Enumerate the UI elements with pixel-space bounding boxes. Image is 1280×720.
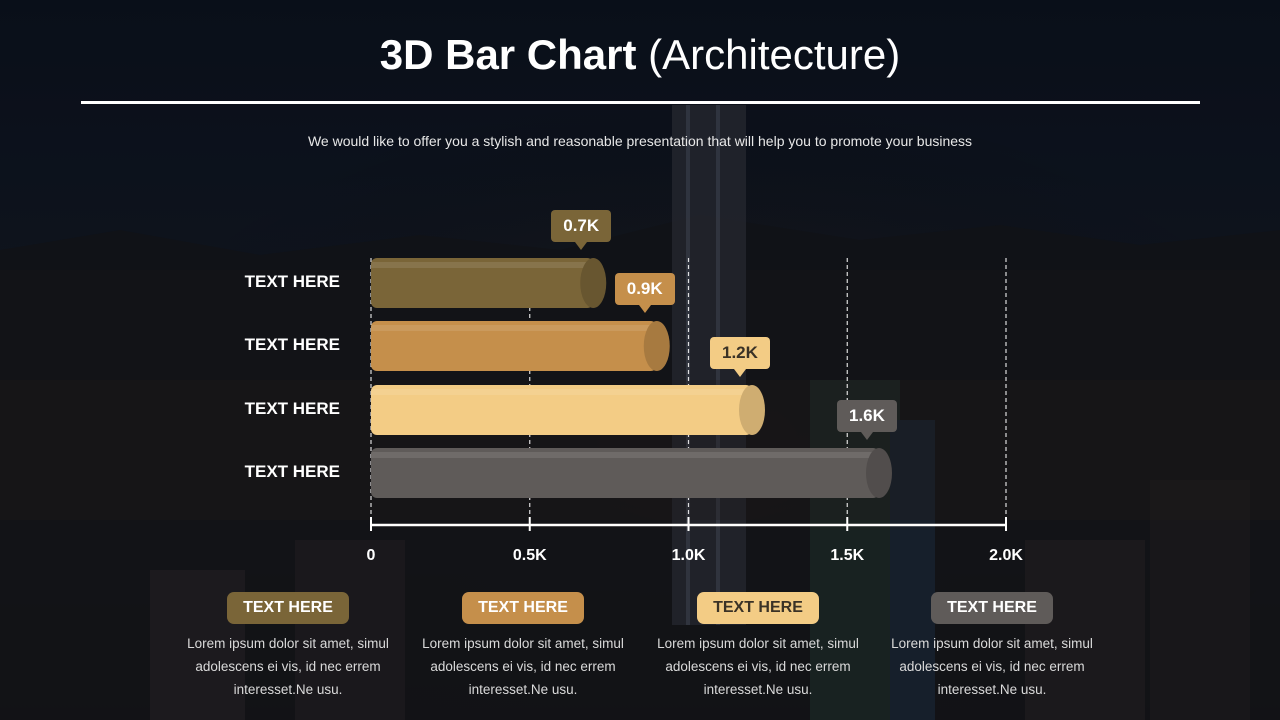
title-light: (Architecture) [648, 31, 901, 78]
x-tick-label-1: 0.5K [512, 547, 547, 564]
card-label-2: TEXT HERE [462, 592, 584, 624]
title-bold: 3D Bar Chart [379, 31, 637, 78]
card-label-4: TEXT HERE [931, 592, 1053, 624]
bar-cap-4 [866, 448, 892, 498]
card-text-2: Lorem ipsum dolor sit amet, simul adoles… [422, 636, 624, 697]
card-text-3: Lorem ipsum dolor sit amet, simul adoles… [657, 636, 859, 697]
card-label-3: TEXT HERE [697, 592, 819, 624]
bar-2 [371, 321, 657, 371]
bar-highlight-1 [371, 262, 588, 268]
x-tick-label-3: 1.5K [830, 547, 865, 564]
title-divider [81, 101, 1200, 104]
x-tick-label-4: 2.0K [989, 547, 1023, 564]
value-badge-2: 0.9K [614, 273, 675, 313]
x-tick-label-0: 0 [366, 547, 376, 564]
bar-highlight-3 [371, 389, 746, 395]
category-label-4: TEXT HERE [244, 462, 340, 481]
bar-4 [371, 448, 879, 498]
x-tick-label-2: 1.0K [671, 547, 706, 564]
bar-cap-2 [643, 321, 670, 371]
card-text-1: Lorem ipsum dolor sit amet, simul adoles… [187, 636, 389, 697]
bar-highlight-4 [371, 452, 873, 458]
bar-3 [371, 385, 752, 435]
value-badge-1: 0.7K [551, 210, 612, 250]
bar-highlight-2 [371, 325, 651, 331]
value-badge-3: 1.2K [710, 337, 770, 377]
value-badge-4: 1.6K [837, 400, 897, 440]
card-text-4: Lorem ipsum dolor sit amet, simul adoles… [891, 636, 1093, 697]
category-label-1: TEXT HERE [244, 272, 340, 291]
page-title: 3D Bar Chart (Architecture) [0, 30, 1280, 80]
bar-cap-3 [739, 385, 765, 435]
info-card-1: TEXT HERE Lorem ipsum dolor sit amet, si… [170, 592, 406, 701]
card-label-1: TEXT HERE [227, 592, 349, 624]
subtitle: We would like to offer you a stylish and… [307, 133, 973, 149]
info-card-3: TEXT HERE Lorem ipsum dolor sit amet, si… [640, 592, 876, 701]
bar-cap-1 [580, 258, 607, 308]
category-label-2: TEXT HERE [244, 335, 340, 354]
info-card-4: TEXT HERE Lorem ipsum dolor sit amet, si… [874, 592, 1110, 701]
info-card-2: TEXT HERE Lorem ipsum dolor sit amet, si… [405, 592, 641, 701]
category-label-3: TEXT HERE [244, 399, 340, 418]
bar-1 [371, 258, 594, 308]
